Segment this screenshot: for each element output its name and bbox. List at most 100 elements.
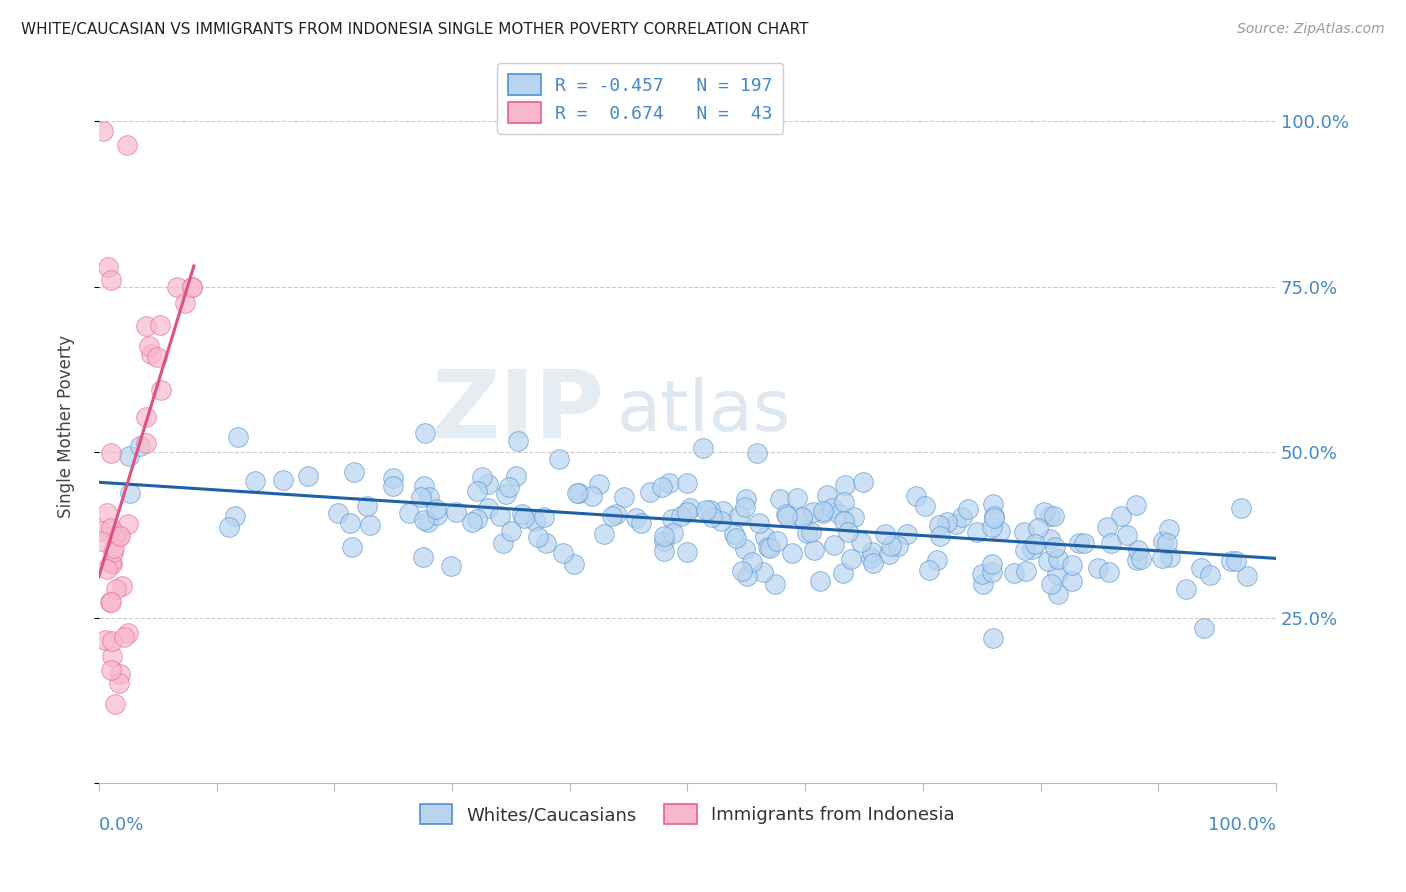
- Text: 100.0%: 100.0%: [1208, 815, 1277, 834]
- Point: [343, 465, 366, 479]
- Point: [1039, 532, 1062, 546]
- Point: [101, 557, 124, 571]
- Point: [1069, 535, 1091, 549]
- Point: [1174, 582, 1197, 596]
- Point: [100, 273, 122, 287]
- Point: [1225, 554, 1247, 568]
- Point: [1098, 566, 1121, 580]
- Point: [413, 479, 436, 493]
- Point: [834, 495, 856, 509]
- Point: [700, 509, 723, 524]
- Point: [860, 551, 883, 566]
- Point: [135, 410, 157, 425]
- Point: [741, 555, 763, 569]
- Point: [181, 280, 204, 294]
- Point: [834, 478, 856, 492]
- Point: [104, 697, 127, 711]
- Point: [339, 516, 361, 530]
- Point: [477, 500, 499, 515]
- Point: [118, 486, 141, 500]
- Point: [796, 526, 818, 541]
- Point: [735, 569, 758, 583]
- Point: [651, 479, 673, 493]
- Point: [413, 426, 436, 441]
- Point: [1129, 552, 1152, 566]
- Point: [834, 514, 856, 528]
- Point: [839, 552, 862, 566]
- Point: [776, 509, 799, 524]
- Point: [983, 511, 1005, 525]
- Point: [759, 541, 782, 556]
- Point: [1043, 508, 1066, 523]
- Point: [640, 484, 662, 499]
- Point: [823, 538, 845, 552]
- Point: [1099, 535, 1122, 549]
- Point: [730, 564, 752, 578]
- Point: [523, 515, 546, 529]
- Point: [600, 508, 623, 523]
- Legend: Whites/Caucasians, Immigrants from Indonesia: Whites/Caucasians, Immigrants from Indon…: [413, 797, 962, 831]
- Point: [166, 280, 188, 294]
- Point: [440, 558, 463, 573]
- Point: [224, 509, 246, 524]
- Point: [108, 667, 131, 681]
- Point: [425, 502, 447, 516]
- Text: atlas: atlas: [617, 377, 792, 446]
- Point: [724, 531, 747, 545]
- Point: [1219, 554, 1241, 568]
- Point: [218, 520, 240, 534]
- Point: [692, 441, 714, 455]
- Point: [551, 546, 574, 560]
- Point: [880, 539, 903, 553]
- Point: [1014, 564, 1036, 578]
- Point: [808, 574, 831, 589]
- Point: [936, 516, 959, 530]
- Point: [676, 476, 699, 491]
- Point: [510, 507, 533, 521]
- Point: [100, 446, 122, 460]
- Point: [1033, 505, 1056, 519]
- Point: [103, 545, 125, 559]
- Point: [100, 663, 122, 677]
- Point: [980, 565, 1002, 579]
- Point: [581, 489, 603, 503]
- Point: [93, 633, 115, 648]
- Point: [811, 504, 834, 518]
- Point: [695, 503, 717, 517]
- Point: [1002, 566, 1025, 580]
- Point: [90, 533, 112, 548]
- Point: [108, 676, 131, 690]
- Point: [93, 124, 115, 138]
- Point: [418, 490, 440, 504]
- Point: [328, 506, 350, 520]
- Point: [513, 510, 536, 524]
- Point: [1039, 509, 1062, 524]
- Point: [654, 544, 676, 558]
- Point: [1150, 550, 1173, 565]
- Point: [593, 526, 616, 541]
- Point: [105, 527, 128, 541]
- Point: [471, 470, 494, 484]
- Point: [117, 626, 139, 640]
- Point: [769, 491, 792, 506]
- Point: [359, 518, 381, 533]
- Point: [671, 509, 693, 524]
- Point: [96, 506, 118, 520]
- Point: [981, 557, 1004, 571]
- Point: [983, 508, 1005, 523]
- Point: [828, 507, 851, 521]
- Point: [181, 280, 204, 294]
- Point: [118, 450, 141, 464]
- Point: [129, 439, 152, 453]
- Point: [887, 539, 910, 553]
- Point: [135, 436, 157, 450]
- Point: [381, 470, 404, 484]
- Point: [790, 511, 813, 525]
- Point: [734, 500, 756, 515]
- Point: [297, 469, 319, 483]
- Point: [228, 430, 250, 444]
- Point: [446, 505, 468, 519]
- Point: [1199, 567, 1222, 582]
- Point: [775, 508, 797, 522]
- Point: [735, 491, 758, 506]
